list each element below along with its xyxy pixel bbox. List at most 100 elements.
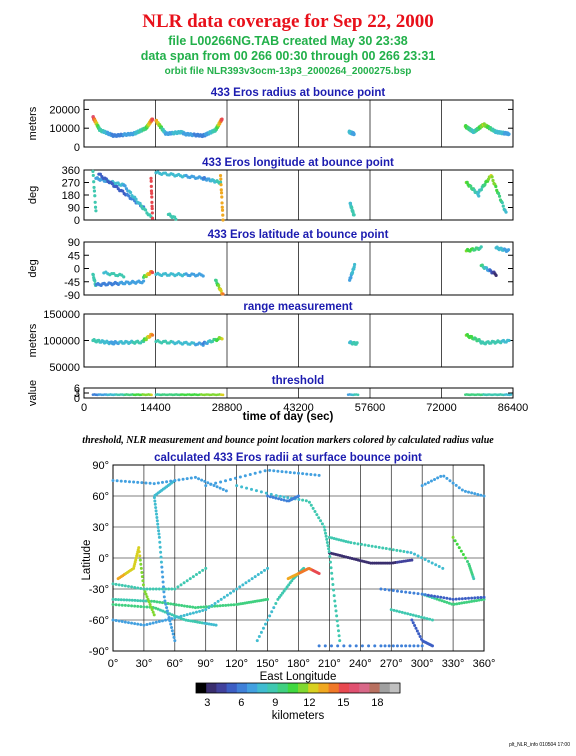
bounce-point [164, 618, 168, 622]
bounce-point [193, 475, 197, 479]
bounce-point [326, 544, 330, 548]
bounce-point [173, 479, 177, 482]
map-ytick-label: 30° [92, 522, 109, 534]
bounce-point [194, 610, 198, 614]
bounce-point [284, 587, 288, 591]
bounce-point [179, 614, 183, 618]
data-point [149, 189, 154, 193]
colorbar-swatch [196, 683, 207, 693]
bounce-point [168, 619, 172, 623]
bounce-point [409, 551, 413, 555]
data-point [504, 210, 508, 214]
bounce-point [452, 602, 456, 606]
bounce-point [248, 473, 252, 477]
bounce-point [264, 622, 268, 626]
bounce-point [420, 644, 424, 648]
bounce-point [271, 495, 275, 499]
ytick-label: 100000 [43, 336, 80, 348]
bounce-point [218, 486, 222, 490]
bounce-point [233, 476, 237, 480]
bounce-point [440, 599, 444, 603]
bounce-point [336, 629, 340, 633]
bounce-point [272, 469, 276, 473]
bounce-point [159, 560, 163, 564]
bounce-point [115, 479, 119, 483]
bounce-point [336, 644, 340, 648]
bounce-point [395, 609, 399, 613]
bounce-point [141, 579, 145, 583]
bounce-point [188, 577, 192, 581]
bounce-point [423, 593, 427, 597]
bounce-point [185, 579, 189, 583]
ytick-label: 6 [74, 383, 80, 395]
bounce-point [319, 519, 323, 523]
data-point [353, 262, 357, 267]
bounce-point [216, 599, 220, 603]
bounce-point [412, 591, 416, 595]
bounce-point [176, 615, 180, 619]
data-point [506, 248, 511, 252]
bounce-point [136, 604, 140, 608]
bounce-point [114, 603, 118, 607]
bounce-point [411, 613, 415, 617]
bounce-point [235, 484, 239, 488]
data-point [93, 205, 98, 209]
bounce-point [392, 608, 396, 612]
panel-4: 50000 100000 150000 range measurement meters [27, 301, 514, 374]
colorbar-label: kilometers [272, 710, 325, 722]
map-xtick-label: 270° [380, 658, 403, 670]
bounce-point [439, 595, 443, 599]
bounce-point [182, 617, 186, 621]
colorbar-swatch [216, 683, 227, 693]
ytick-label: 150000 [43, 309, 80, 321]
bounce-point [413, 624, 417, 628]
bounce-point [219, 597, 223, 601]
bounce-point [389, 608, 393, 612]
bounce-point [381, 561, 385, 565]
bounce-point [162, 595, 166, 599]
bounce-point [154, 606, 158, 610]
map-xlabel: East Longitude [260, 671, 337, 683]
data-point [500, 201, 504, 205]
bounce-point [245, 486, 249, 490]
xtick-label: 43200 [283, 402, 314, 414]
bounce-point [476, 492, 480, 496]
bounce-point [138, 599, 142, 603]
bounce-point [470, 596, 474, 600]
bounce-point [405, 550, 409, 554]
bounce-point [442, 596, 446, 600]
bounce-point [145, 622, 149, 626]
colorbar-swatch [379, 683, 391, 693]
bounce-point [126, 584, 130, 588]
bounce-point [297, 471, 300, 475]
colorbar-tick-label: 18 [371, 697, 383, 709]
bounce-point [185, 477, 189, 481]
bounce-point [475, 599, 479, 603]
bounce-point [158, 608, 162, 612]
ytick-label: 270 [62, 178, 80, 190]
time-axis-label: time of day (sec) [243, 411, 334, 423]
bounce-point [329, 644, 333, 648]
map-xtick-label: 360° [473, 658, 496, 670]
bounce-point [290, 579, 294, 583]
bounce-point [460, 597, 464, 601]
bounce-point [111, 582, 115, 586]
surface-map: 0° 30° 60° 90° 120° 150° 180° 210° 240° 270° 300° 3… [89, 460, 496, 670]
bounce-point [188, 605, 192, 609]
bounce-point [422, 616, 426, 620]
bounce-point [148, 603, 152, 606]
bounce-point [224, 489, 228, 493]
bounce-point [154, 509, 158, 513]
data-point [150, 195, 154, 199]
bounce-point [117, 603, 121, 607]
ytick-label: 90 [68, 237, 80, 249]
bounce-point [157, 620, 161, 624]
bounce-point [177, 478, 181, 482]
bounce-point [309, 473, 313, 477]
bounce-point [278, 494, 282, 498]
panel-1: 0 10000 20000 433 Eros radius at bounce poi… [27, 87, 514, 154]
bounce-point [349, 541, 353, 545]
bounce-point [309, 503, 313, 507]
data-point [218, 173, 223, 178]
bounce-point [250, 577, 254, 581]
